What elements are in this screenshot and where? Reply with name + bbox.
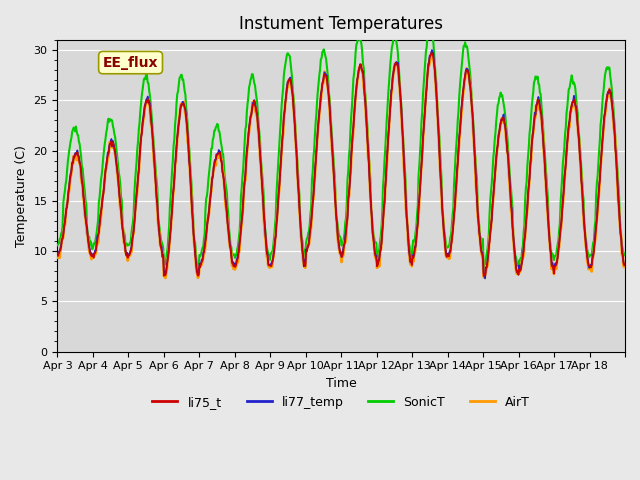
- li77_temp: [274, 203, 282, 208]
- li77_temp: [400, 152, 408, 158]
- li75_t: [428, 50, 436, 56]
- Line: AirT: AirT: [58, 55, 625, 278]
- li77_temp: [428, 47, 436, 53]
- li75_t: [54, 252, 61, 258]
- Line: li77_temp: li77_temp: [58, 50, 625, 278]
- SonicT: [400, 147, 408, 153]
- li75_t: [120, 238, 128, 244]
- SonicT: [428, 22, 435, 27]
- li75_t: [274, 202, 282, 207]
- X-axis label: Time: Time: [326, 377, 356, 390]
- AirT: [54, 252, 61, 258]
- SonicT: [225, 212, 232, 217]
- li75_t: [480, 273, 488, 279]
- Y-axis label: Temperature (C): Temperature (C): [15, 145, 28, 247]
- Title: Instument Temperatures: Instument Temperatures: [239, 15, 444, 33]
- SonicT: [54, 242, 61, 248]
- AirT: [253, 113, 261, 119]
- li75_t: [621, 261, 629, 267]
- SonicT: [253, 95, 260, 100]
- li77_temp: [253, 109, 260, 115]
- SonicT: [480, 267, 488, 273]
- li77_temp: [621, 263, 629, 268]
- li77_temp: [225, 226, 232, 231]
- li75_t: [253, 108, 260, 114]
- li77_temp: [120, 238, 128, 244]
- AirT: [225, 236, 233, 242]
- li75_t: [400, 156, 408, 161]
- Line: SonicT: SonicT: [58, 24, 625, 270]
- SonicT: [120, 229, 128, 235]
- AirT: [162, 275, 170, 281]
- li75_t: [225, 228, 232, 233]
- AirT: [401, 171, 408, 177]
- SonicT: [433, 79, 440, 85]
- AirT: [275, 192, 282, 197]
- Line: li75_t: li75_t: [58, 53, 625, 276]
- li77_temp: [481, 276, 489, 281]
- AirT: [120, 240, 128, 246]
- li77_temp: [54, 252, 61, 258]
- SonicT: [621, 251, 629, 257]
- Legend: li75_t, li77_temp, SonicT, AirT: li75_t, li77_temp, SonicT, AirT: [147, 391, 535, 414]
- Text: EE_flux: EE_flux: [103, 56, 158, 70]
- li77_temp: [433, 88, 440, 94]
- AirT: [428, 52, 436, 58]
- li75_t: [433, 89, 440, 95]
- SonicT: [274, 166, 282, 171]
- AirT: [433, 103, 441, 109]
- AirT: [621, 262, 629, 267]
